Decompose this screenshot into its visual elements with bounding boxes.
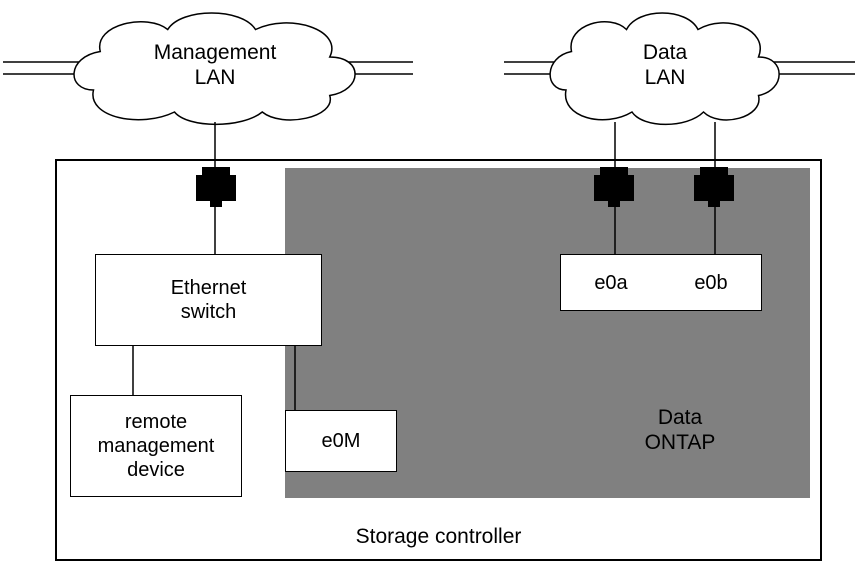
e0a-e0b-box: e0a e0b: [560, 254, 762, 311]
data-ontap-label: Data ONTAP: [605, 405, 755, 455]
ethernet-switch-label: Ethernet switch: [96, 276, 321, 324]
management-lan-label: Management LAN: [115, 40, 315, 90]
e0a-label: e0a: [561, 271, 661, 295]
ethernet-switch-box: Ethernet switch: [95, 254, 322, 346]
e0b-label: e0b: [661, 271, 761, 295]
data-lan-label: Data LAN: [585, 40, 745, 90]
storage-controller-label: Storage controller: [56, 524, 821, 549]
e0m-box: e0M: [285, 410, 397, 472]
e0m-label: e0M: [286, 429, 396, 453]
remote-management-device-box: remote management device: [70, 395, 242, 497]
remote-management-device-label: remote management device: [71, 410, 241, 482]
